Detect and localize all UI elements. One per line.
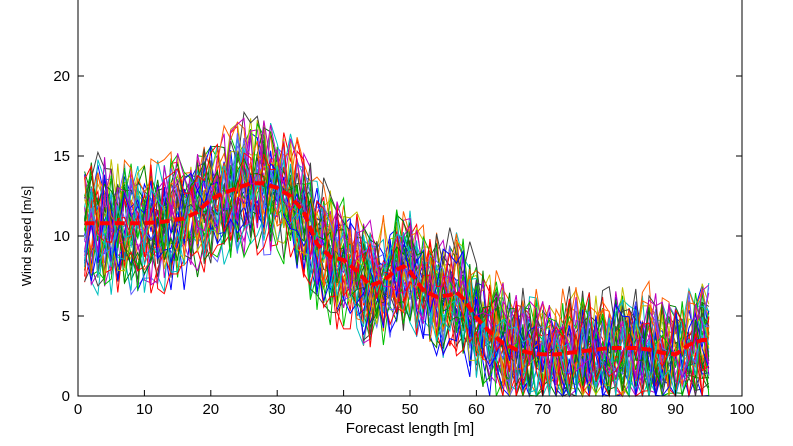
x-tick-label: 90 — [667, 401, 684, 418]
y-tick-label: 15 — [53, 148, 70, 165]
x-tick-label: 30 — [269, 401, 286, 418]
y-axis-title: Wind speed [m/s] — [19, 186, 34, 286]
ensemble-member-line — [84, 150, 710, 398]
ensemble-member-line — [84, 117, 710, 380]
x-tick-label: 10 — [136, 401, 153, 418]
y-tick-label: 0 — [62, 388, 70, 405]
x-tick-label: 70 — [534, 401, 551, 418]
x-axis: 0 10 20 30 40 50 60 70 80 90 100 — [74, 390, 755, 418]
mean-forecast-line — [84, 181, 709, 357]
ensemble-member-line — [84, 149, 710, 394]
ensemble-member-line — [84, 127, 710, 388]
x-axis-title: Forecast length [m] — [346, 420, 474, 437]
x-tick-label: 40 — [335, 401, 352, 418]
x-tick-label: 100 — [729, 401, 754, 418]
x-tick-label: 20 — [202, 401, 219, 418]
y-tick-label: 20 — [53, 68, 70, 85]
x-tick-label: 80 — [601, 401, 618, 418]
y-tick-label: 5 — [62, 308, 70, 325]
ensemble-member-line — [84, 140, 710, 397]
ensemble-member-line — [84, 147, 710, 394]
ensemble-member-line — [84, 122, 710, 380]
ensemble-lines — [84, 110, 710, 398]
x-tick-label: 60 — [468, 401, 485, 418]
mean-series-line — [84, 181, 709, 357]
x-tick-label: 50 — [402, 401, 419, 418]
ensemble-member-line — [84, 157, 710, 397]
y-axis: 0 5 10 15 20 — [53, 68, 742, 405]
y-tick-label: 10 — [53, 228, 70, 245]
x-tick-label: 0 — [74, 401, 82, 418]
ensemble-member-line — [84, 142, 710, 390]
